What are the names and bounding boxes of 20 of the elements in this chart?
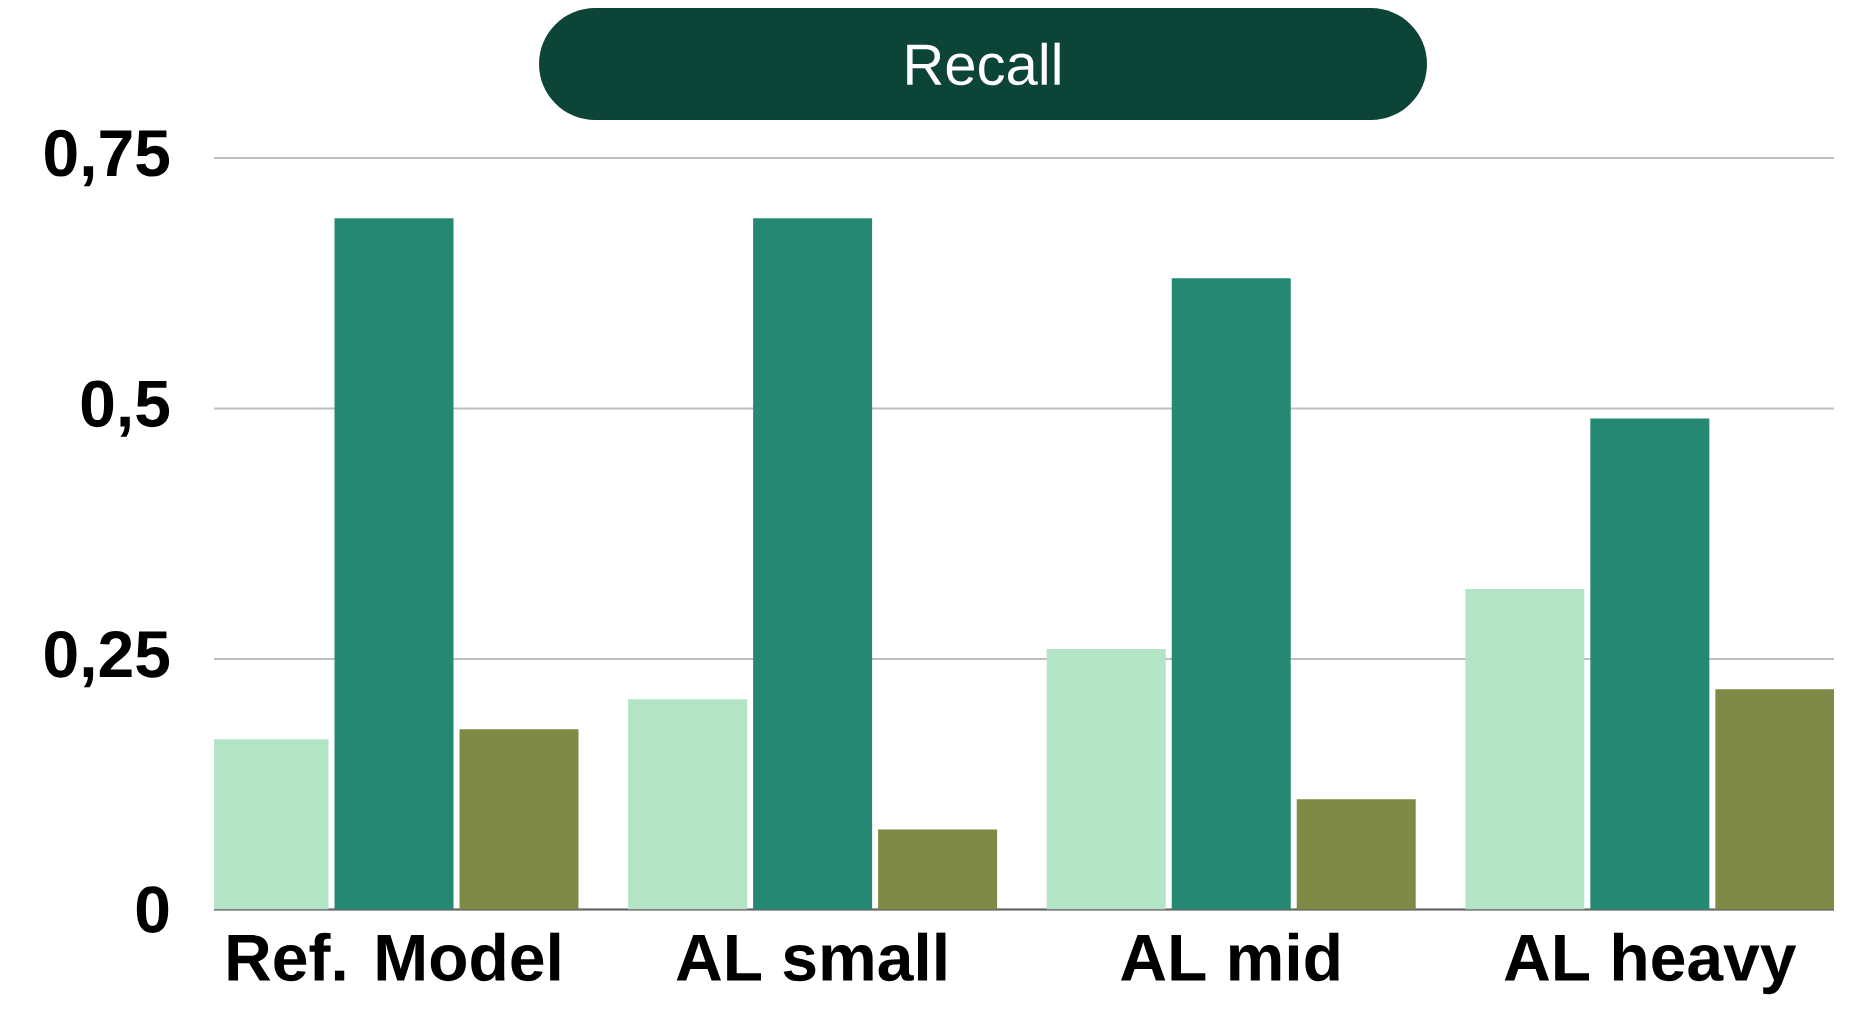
bar bbox=[1590, 418, 1710, 910]
bar bbox=[459, 729, 579, 910]
x-tick-label: Ref. Model bbox=[228, 932, 560, 982]
y-tick-label: 0,5 bbox=[81, 380, 170, 437]
chart-title: Recall bbox=[907, 42, 1060, 86]
x-tick-label: AL small bbox=[676, 932, 946, 982]
y-tick-label: 0,25 bbox=[45, 630, 170, 688]
bar bbox=[628, 699, 748, 910]
y-tick-label: 0,75 bbox=[45, 129, 170, 187]
bar bbox=[878, 829, 998, 910]
bar bbox=[334, 218, 454, 910]
bar bbox=[1715, 689, 1835, 910]
y-tick-label: 0 bbox=[136, 886, 169, 933]
bar bbox=[1171, 278, 1291, 910]
bar bbox=[1465, 588, 1585, 910]
bar bbox=[1296, 799, 1416, 910]
bar bbox=[1046, 649, 1166, 910]
x-tick-label: AL heavy bbox=[1504, 932, 1797, 995]
x-tick-label: AL mid bbox=[1121, 932, 1339, 982]
bar bbox=[753, 218, 873, 910]
